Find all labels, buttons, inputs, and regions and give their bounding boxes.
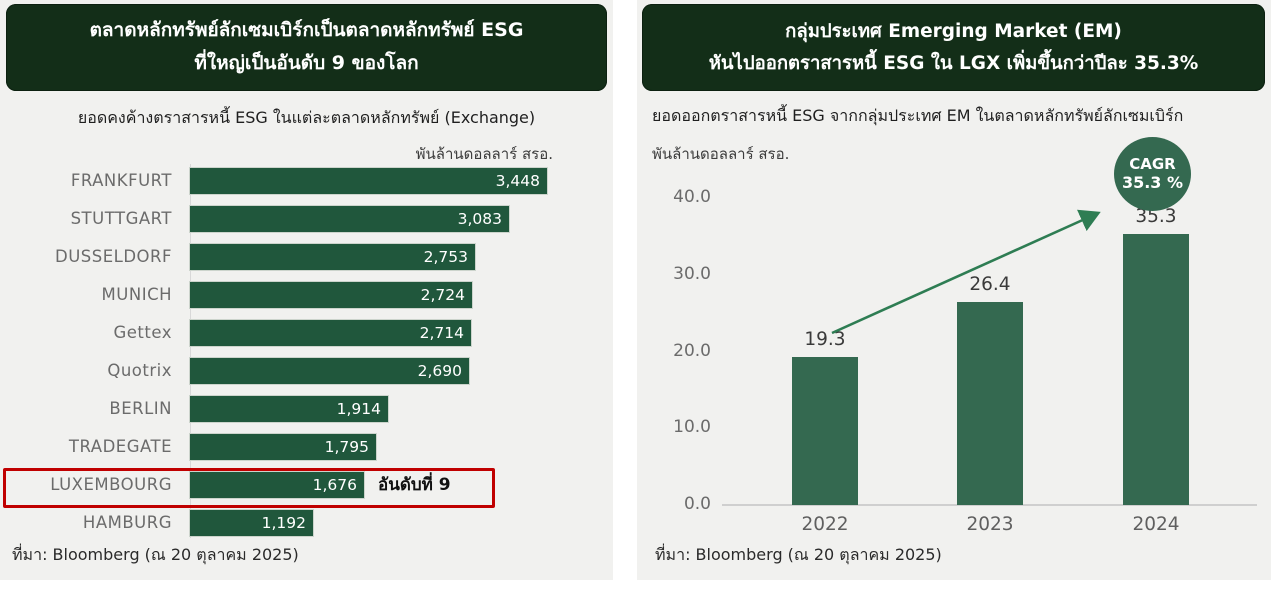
rank9-annotation: อันดับที่ 9 — [378, 475, 451, 495]
rank9-highlight-box — [3, 468, 495, 508]
cagr-badge-value: 35.3 % — [1121, 173, 1184, 193]
left-chart-unit-label: พันล้านดอลลาร์ สรอ. — [415, 145, 553, 163]
x-axis-line — [722, 504, 1257, 506]
x-tick-2024: 2024 — [1132, 514, 1180, 535]
bar-value: 1,914 — [336, 400, 381, 418]
bar-value: 1,192 — [261, 514, 306, 532]
y-tick-10.0: 10.0 — [673, 417, 711, 438]
left-chart-subtitle: ยอดคงค้างตราสารหนี้ ESG ในแต่ละตลาดหลักท… — [77, 108, 536, 127]
right-chart-subtitle: ยอดออกตราสารหนี้ ESG จากกลุ่มประเทศ EM ใ… — [652, 106, 1184, 125]
bar-stuttgart: 3,083 — [190, 206, 509, 232]
bar-label-luxembourg: LUXEMBOURG — [50, 475, 172, 494]
cagr-badge-label: CAGR — [1129, 154, 1176, 173]
bar-value-2022: 19.3 — [804, 329, 846, 350]
bar-value: 3,083 — [457, 210, 502, 228]
bar-value: 2,690 — [417, 362, 462, 380]
bar-value: 1,676 — [312, 476, 357, 494]
bar-value-2023: 26.4 — [969, 274, 1011, 295]
bar-value: 1,795 — [324, 438, 369, 456]
bar-label-berlin: BERLIN — [109, 399, 172, 418]
x-tick-2022: 2022 — [801, 514, 849, 535]
bar-value: 3,448 — [495, 172, 540, 190]
right-title-line1: กลุ่มประเทศ Emerging Market (EM) — [785, 20, 1122, 42]
bar-dusseldorf: 2,753 — [190, 244, 475, 270]
bar-value: 2,714 — [419, 324, 464, 342]
bar-label-tradegate: TRADEGATE — [68, 437, 172, 456]
bar-hamburg: 1,192 — [190, 510, 313, 536]
bar-2023 — [957, 302, 1023, 505]
y-tick-20.0: 20.0 — [673, 340, 711, 361]
y-tick-30.0: 30.0 — [673, 263, 711, 284]
right-chart-source: ที่มา: Bloomberg (ณ 20 ตุลาคม 2025) — [655, 545, 942, 564]
bar-label-frankfurt: FRANKFURT — [70, 171, 172, 190]
right-chart-title: กลุ่มประเทศ Emerging Market (EM) หันไปออ… — [642, 4, 1265, 91]
left-chart-source: ที่มา: Bloomberg (ณ 20 ตุลาคม 2025) — [12, 545, 299, 564]
bar-frankfurt: 3,448 — [190, 168, 547, 194]
cagr-badge: CAGR 35.3 % — [1114, 137, 1191, 211]
bar-value: 2,753 — [423, 248, 468, 266]
bar-quotrix: 2,690 — [190, 358, 469, 384]
bar-luxembourg: 1,676 — [190, 472, 364, 498]
right-chart-panel: กลุ่มประเทศ Emerging Market (EM) หันไปออ… — [637, 0, 1271, 580]
bar-value-2024: 35.3 — [1135, 206, 1177, 227]
bar-berlin: 1,914 — [190, 396, 388, 422]
bar-value: 2,724 — [420, 286, 465, 304]
bar-tradegate: 1,795 — [190, 434, 376, 460]
right-title-line2: หันไปออกตราสารหนี้ ESG ใน LGX เพิ่มขึ้นก… — [708, 53, 1199, 74]
bar-label-quotrix: Quotrix — [107, 361, 172, 380]
left-title-line1: ตลาดหลักทรัพย์ลักเซมเบิร์กเป็นตลาดหลักทร… — [89, 19, 524, 42]
bar-label-stuttgart: STUTTGART — [70, 209, 172, 228]
left-title-line2: ที่ใหญ่เป็นอันดับ 9 ของโลก — [194, 52, 419, 74]
bar-munich: 2,724 — [190, 282, 472, 308]
bar-label-munich: MUNICH — [101, 285, 172, 304]
bar-label-dusseldorf: DUSSELDORF — [55, 247, 172, 266]
left-chart-panel: ตลาดหลักทรัพย์ลักเซมเบิร์กเป็นตลาดหลักทร… — [0, 0, 613, 580]
bar-label-gettex: Gettex — [113, 323, 172, 342]
bar-2022 — [792, 357, 858, 505]
y-tick-0.0: 0.0 — [683, 494, 711, 514]
left-chart-title: ตลาดหลักทรัพย์ลักเซมเบิร์กเป็นตลาดหลักทร… — [6, 4, 607, 91]
x-tick-2023: 2023 — [966, 514, 1014, 535]
bar-gettex: 2,714 — [190, 320, 471, 346]
left-chart-axis-line — [190, 164, 191, 538]
bar-2024 — [1123, 234, 1189, 505]
bar-label-hamburg: HAMBURG — [82, 513, 172, 532]
right-chart-unit-label: พันล้านดอลลาร์ สรอ. — [652, 145, 790, 163]
y-tick-40.0: 40.0 — [673, 187, 711, 207]
